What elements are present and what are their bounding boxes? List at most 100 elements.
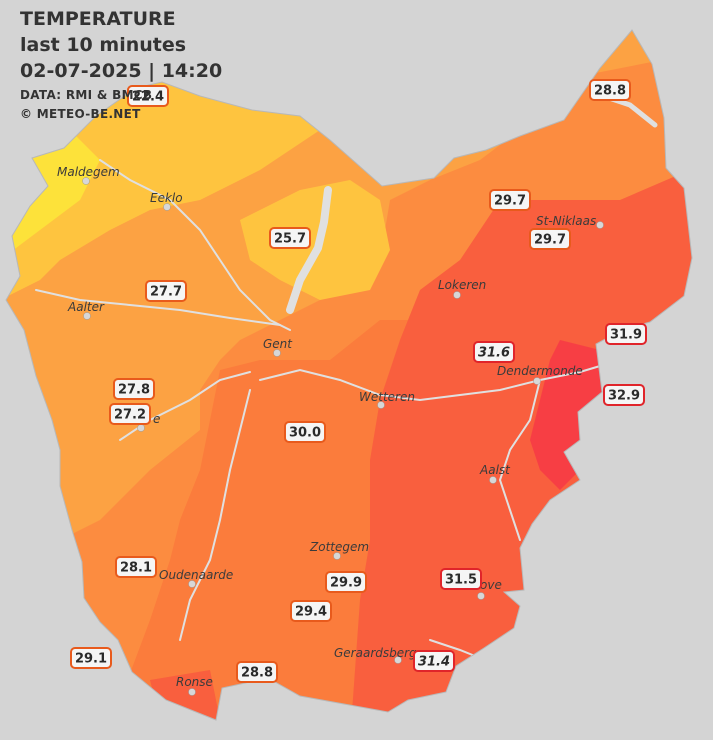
- badge-box: [109, 403, 151, 425]
- temperature-badge: 27.8: [113, 378, 155, 400]
- city-aalst: Aalst: [479, 463, 511, 484]
- temperature-badge: 31.6: [473, 341, 515, 363]
- reading-badges: 22.4 28.8 29.7 29.7 25.7 27.7 31.9 31.6 32.9 27.8…: [70, 79, 647, 683]
- temperature-badge: 30.0: [284, 421, 326, 443]
- badge-value: 31.9: [610, 328, 642, 343]
- badge-box: [145, 280, 187, 302]
- city-label: Zottegem: [309, 540, 369, 554]
- city-label: Geraardsbergen: [334, 646, 432, 660]
- city-dendermonde: Dendermonde: [497, 364, 583, 385]
- city-marker: [82, 177, 90, 185]
- temperature-badge: 32.9: [603, 384, 645, 406]
- temperature-badge: 25.7: [269, 227, 311, 249]
- province-outline: [5, 29, 693, 721]
- city-marker: [377, 401, 385, 409]
- badge-value: 29.1: [75, 652, 107, 667]
- city-aalter: Aalter: [67, 300, 105, 320]
- city-lokeren: Lokeren: [438, 278, 486, 299]
- badge-box: [113, 378, 155, 400]
- badge-value: 28.8: [241, 666, 273, 681]
- city-st-niklaas: St-Niklaas: [536, 214, 604, 229]
- canal-west: [35, 289, 281, 326]
- map-title: TEMPERATURE: [20, 8, 176, 30]
- city-marker: [273, 349, 281, 357]
- badge-box: [589, 79, 631, 101]
- badge-box: [236, 661, 278, 683]
- temperature-badge: 29.9: [325, 571, 367, 593]
- city-label: Dendermonde: [497, 364, 583, 378]
- zone-26-27-gent: [240, 180, 390, 300]
- city-gent: Gent: [263, 337, 293, 357]
- badge-box: [115, 556, 157, 578]
- temperature-badge: 27.7: [145, 280, 187, 302]
- city-marker: [596, 221, 604, 229]
- badge-value: 31.4: [418, 655, 450, 670]
- badge-box: [127, 85, 169, 107]
- city-marker: [533, 377, 541, 385]
- badge-box: [603, 384, 645, 406]
- city-wetteren: Wetteren: [359, 390, 415, 409]
- badge-value: 29.7: [494, 194, 526, 209]
- data-source: DATA: RMI & BMCB: [20, 88, 153, 102]
- temperature-badge: 31.9: [605, 323, 647, 345]
- scheldt-south: [179, 389, 251, 641]
- city-marker: [163, 203, 171, 211]
- temperature-badge: 29.7: [489, 189, 531, 211]
- badge-box: [269, 227, 311, 249]
- badge-value: 25.7: [274, 232, 306, 247]
- badge-value: 28.8: [594, 84, 626, 99]
- city-marker: [188, 580, 196, 588]
- city-marker: [477, 592, 485, 600]
- city-label: Wetteren: [359, 390, 415, 404]
- city-marker: [489, 476, 497, 484]
- badge-value: 27.8: [118, 383, 150, 398]
- map-period: last 10 minutes: [20, 34, 187, 56]
- badge-value: 22.4: [132, 90, 164, 105]
- city-label: St-Niklaas: [536, 214, 596, 228]
- city-geraardsbergen: Geraardsbergen: [334, 646, 432, 664]
- city-layer: Maldegem Eeklo Aalter Gent St-Niklaas Lo…: [57, 165, 604, 696]
- city-label: Oudenaarde: [159, 568, 233, 582]
- badge-box: [605, 323, 647, 345]
- city-ninove: ove: [477, 578, 502, 600]
- temperature-badge: 31.5: [440, 568, 482, 590]
- temperature-badge: 29.7: [529, 228, 571, 250]
- badge-box: [413, 650, 455, 672]
- badge-value: 29.9: [330, 576, 362, 591]
- temperature-badge: 29.1: [70, 647, 112, 669]
- badge-value: 32.9: [608, 389, 640, 404]
- city-label: Gent: [263, 337, 293, 351]
- badge-value: 27.7: [150, 285, 182, 300]
- city-label: Eeklo: [150, 191, 183, 205]
- scheldt-east: [259, 359, 621, 402]
- badge-value: 27.2: [114, 408, 146, 423]
- badge-value: 29.7: [534, 233, 566, 248]
- city-label: Aalter: [67, 300, 105, 314]
- city-marker: [394, 656, 402, 664]
- gent-terneuzen-canal: [286, 186, 332, 314]
- city-label: e: [153, 412, 160, 426]
- city-marker: [453, 291, 461, 299]
- city-label: Lokeren: [438, 278, 486, 292]
- badge-box: [489, 189, 531, 211]
- badge-value: 31.6: [478, 346, 510, 361]
- temperature-badge: 28.1: [115, 556, 157, 578]
- city-ronse: Ronse: [176, 675, 213, 696]
- city-label: Maldegem: [57, 165, 120, 179]
- badge-box: [440, 568, 482, 590]
- temperature-badge: 27.2: [109, 403, 151, 425]
- temperature-badge: 28.8: [236, 661, 278, 683]
- badge-box: [529, 228, 571, 250]
- badge-box: [70, 647, 112, 669]
- city-eeklo: Eeklo: [150, 191, 183, 211]
- temperature-badge: 31.4: [413, 650, 455, 672]
- badge-box: [284, 421, 326, 443]
- dender-river: [498, 379, 541, 541]
- badge-box: [325, 571, 367, 593]
- city-zottegem: Zottegem: [309, 540, 369, 560]
- badge-box: [473, 341, 515, 363]
- badge-value: 29.4: [295, 605, 327, 620]
- city-marker: [83, 312, 91, 320]
- city-label: ove: [480, 578, 502, 592]
